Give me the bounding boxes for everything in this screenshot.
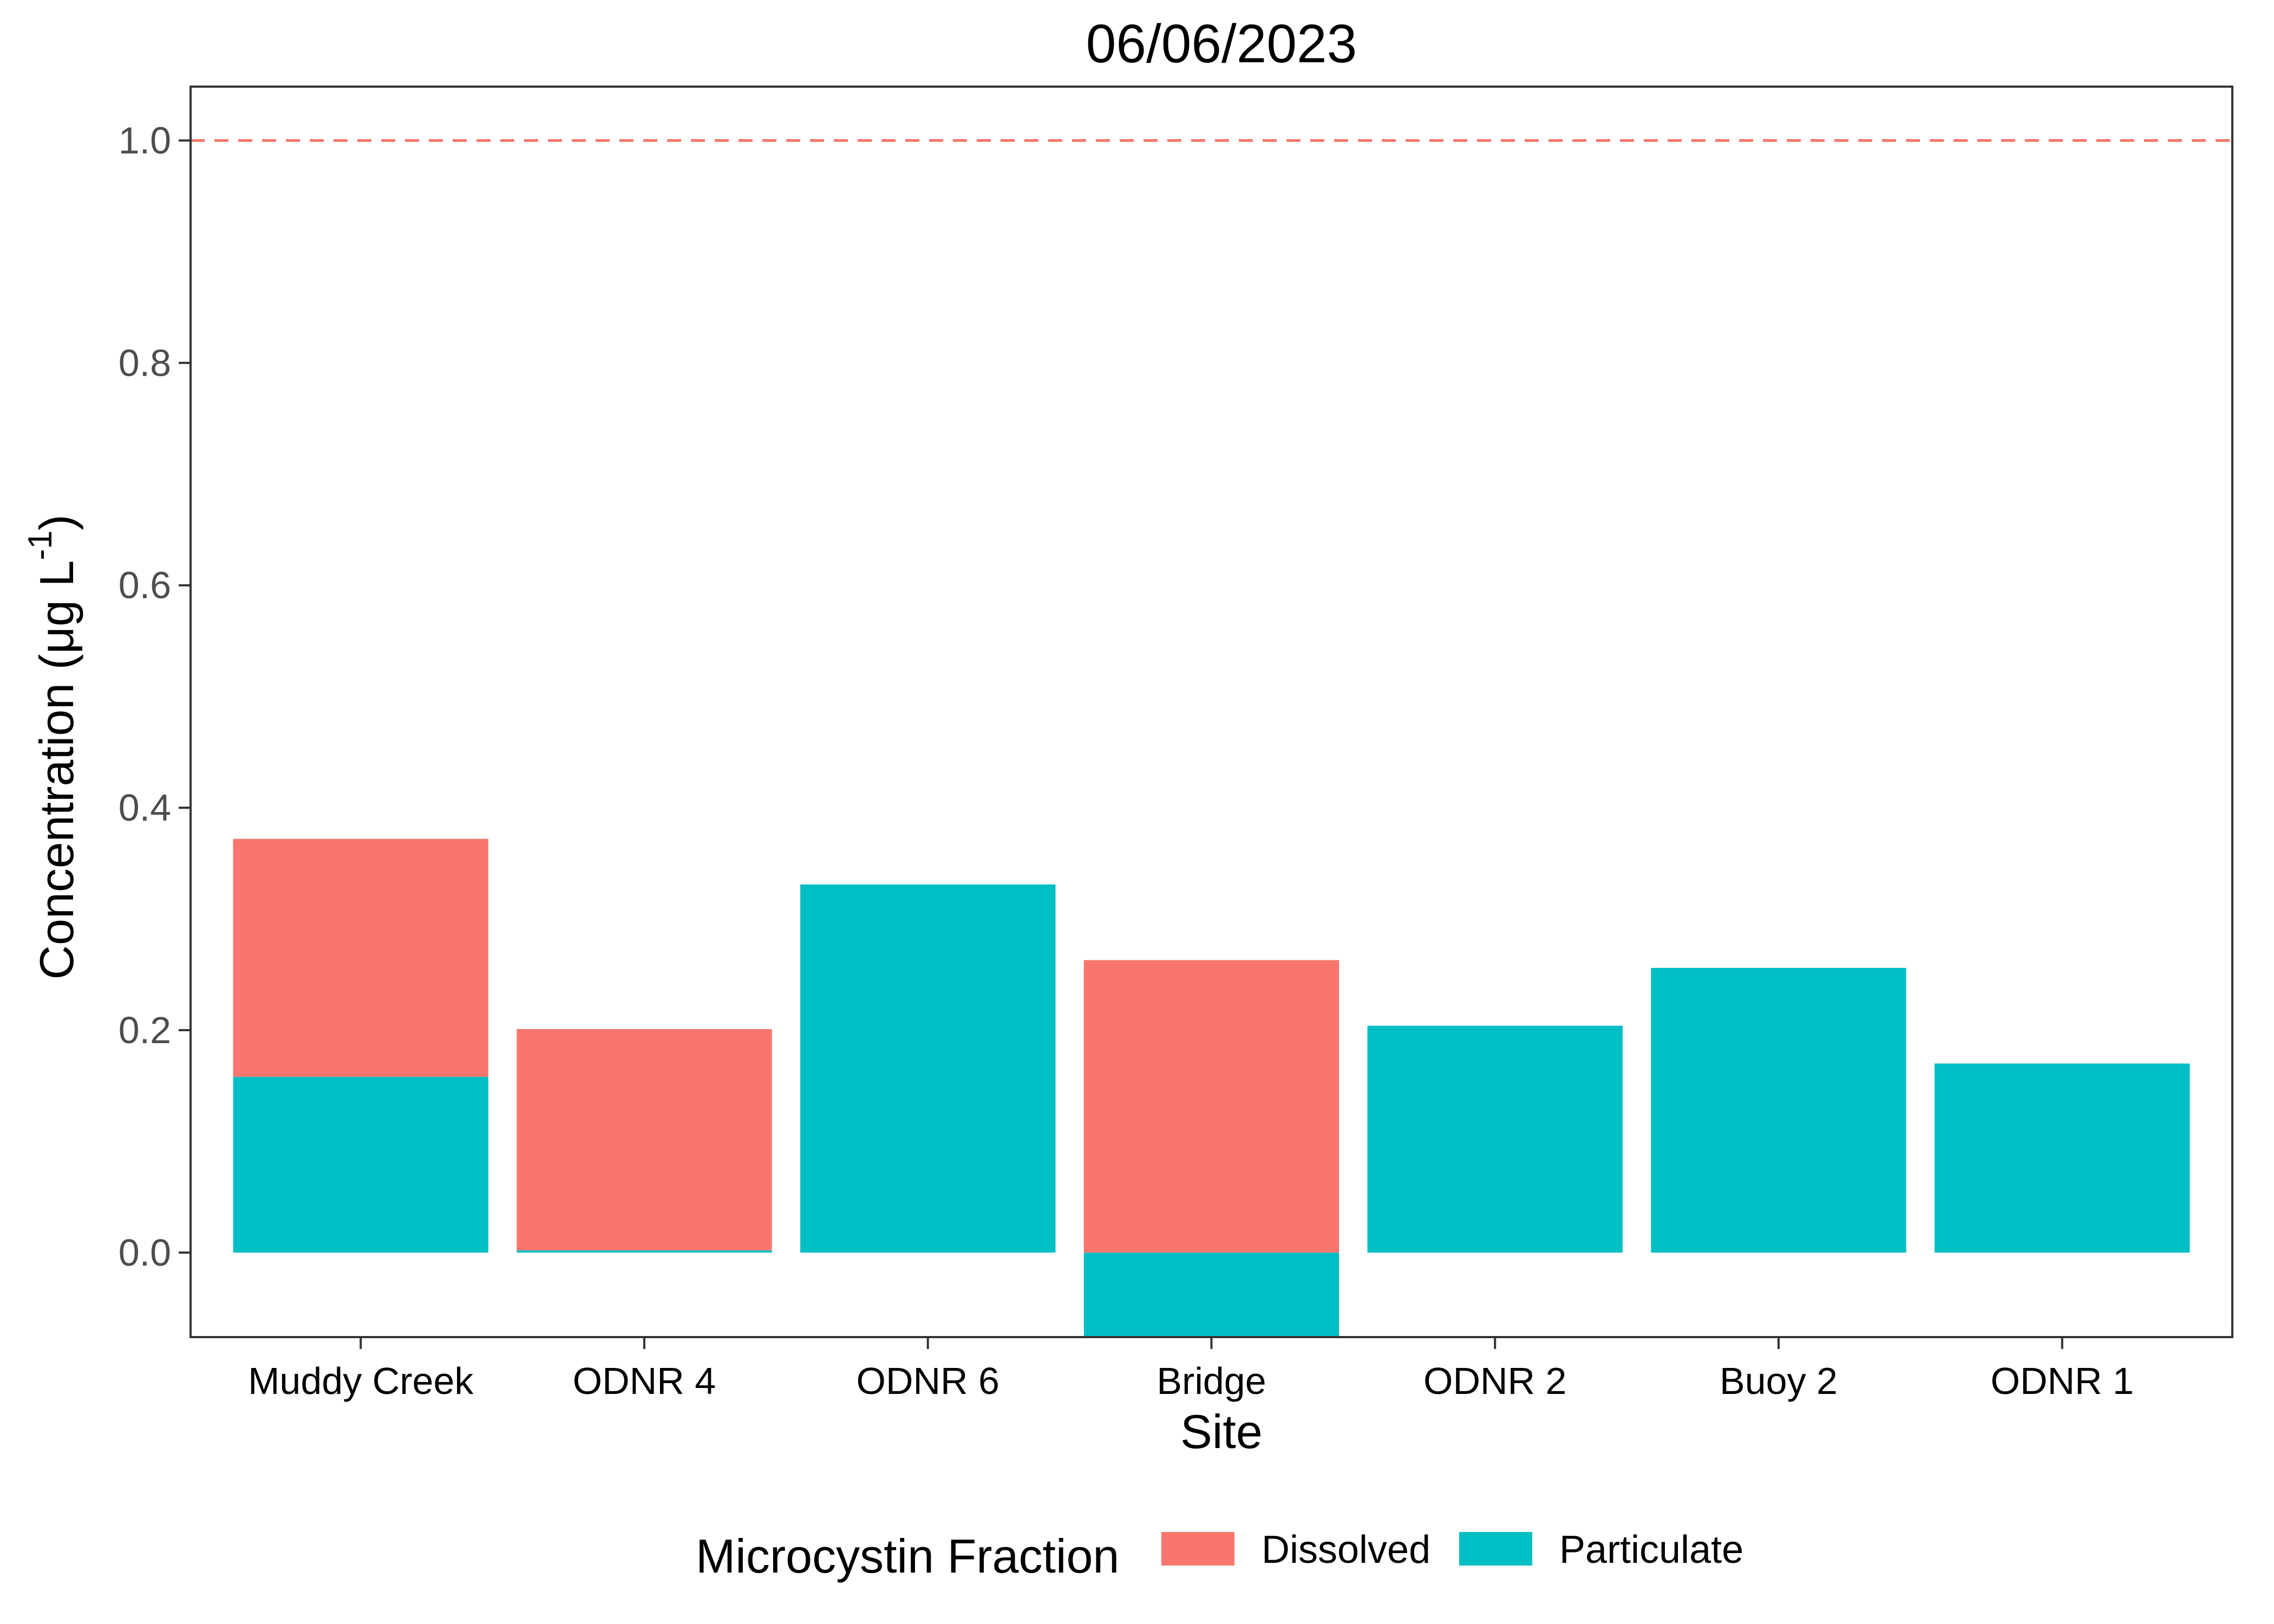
x-tick-label: ODNR 2 — [1423, 1360, 1566, 1402]
y-axis: 0.0 0.2 0.4 0.6 0.8 1.0 — [119, 119, 191, 1274]
y-tick-label: 1.0 — [119, 119, 171, 161]
y-axis-title: Concentration (μg L-1) — [22, 514, 83, 979]
legend-key-particulate — [1459, 1532, 1532, 1566]
bar-dissolved-muddy-creek — [233, 839, 488, 1077]
chart-title: 06/06/2023 — [1086, 14, 1357, 74]
bar-dissolved-bridge — [1083, 960, 1339, 1253]
bar-particulate-odnr-2 — [1367, 1025, 1623, 1253]
legend: Microcystin Fraction Dissolved Particulat… — [696, 1528, 1743, 1583]
x-tick-label: ODNR 4 — [573, 1360, 716, 1402]
bar-particulate-muddy-creek — [233, 1077, 488, 1253]
x-tick-label: Muddy Creek — [248, 1360, 474, 1402]
x-axis-title: Site — [1180, 1405, 1263, 1458]
x-tick-label: ODNR 1 — [1991, 1360, 2134, 1402]
legend-key-dissolved — [1161, 1532, 1234, 1566]
x-tick-label: Buoy 2 — [1720, 1360, 1838, 1402]
legend-label-dissolved: Dissolved — [1262, 1528, 1430, 1571]
bar-dissolved-odnr-4 — [517, 1029, 772, 1250]
y-tick-label: 0.2 — [119, 1009, 171, 1051]
legend-entries: Dissolved Particulate — [1161, 1528, 1743, 1571]
x-tick-label: Bridge — [1156, 1360, 1266, 1402]
y-tick-label: 0.8 — [119, 342, 171, 384]
bar-particulate-odnr-6 — [800, 884, 1056, 1253]
y-tick-label: 0.0 — [119, 1232, 171, 1274]
y-axis-title-main: Concentration (μg L — [30, 560, 83, 980]
y-axis-title-superscript: -1 — [22, 531, 59, 560]
x-axis: Muddy Creek ODNR 4 ODNR 6 Bridge ODNR 2 Buoy … — [248, 1337, 2134, 1402]
legend-title: Microcystin Fraction — [696, 1529, 1119, 1583]
y-tick-label: 0.4 — [119, 787, 171, 829]
legend-label-particulate: Particulate — [1559, 1528, 1743, 1571]
y-axis-title-close: ) — [30, 514, 83, 530]
bar-particulate-odnr-1 — [1935, 1063, 2190, 1253]
bar-particulate-buoy-2 — [1651, 967, 1906, 1253]
x-tick-label: ODNR 6 — [857, 1360, 999, 1402]
y-tick-label: 0.6 — [119, 564, 171, 606]
bar-particulate-bridge — [1083, 1252, 1339, 1337]
bars-layer — [233, 839, 2190, 1337]
bar-particulate-odnr-4 — [517, 1250, 772, 1253]
